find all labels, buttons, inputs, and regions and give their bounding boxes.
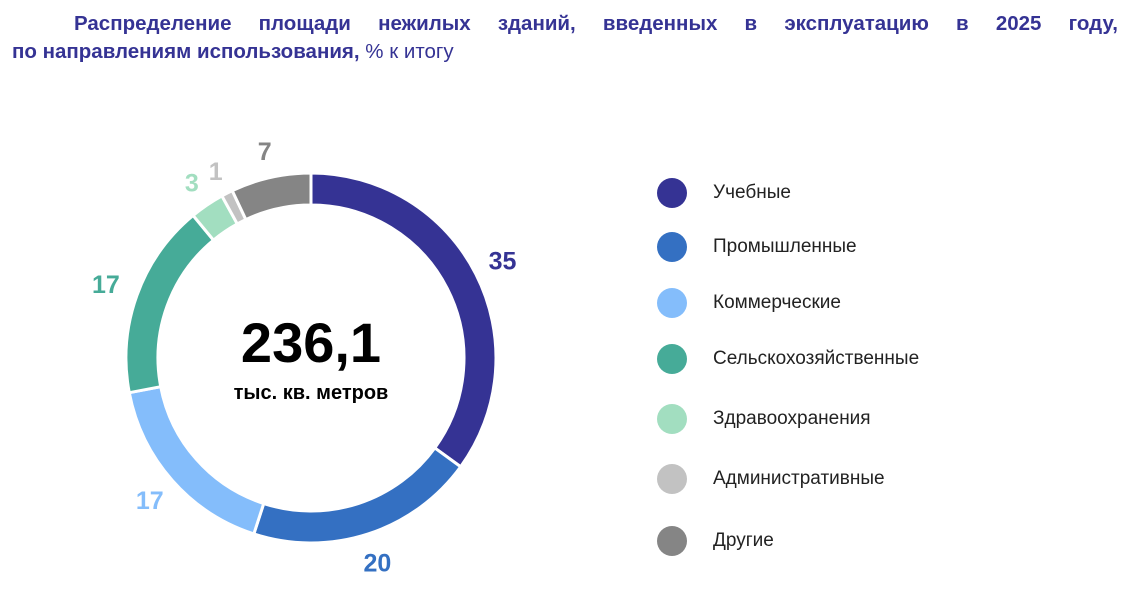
legend-label-5: Здравоохранения: [713, 408, 871, 429]
donut-value-label-6: 1: [209, 158, 223, 186]
legend-item-4: Сельскохозяйственные: [655, 342, 1095, 376]
donut-slice-2: [251, 445, 463, 545]
legend-swatch-2: [657, 232, 687, 262]
chart-title-line2: по направлениям использования, % к итогу: [12, 38, 1118, 66]
legend-label-4: Сельскохозяйственные: [713, 348, 920, 369]
legend-swatch-6: [657, 464, 687, 494]
legend-swatch-5: [657, 404, 687, 434]
chart-title-unit: % к итогу: [359, 40, 454, 63]
legend-item-6: Административные: [655, 462, 1095, 496]
donut-slices: [124, 171, 498, 545]
legend-label-7: Другие: [713, 530, 774, 551]
center-total-value: 236,1: [240, 311, 382, 374]
legend-item-3: Коммерческие: [655, 286, 1095, 320]
donut-value-label-3: 17: [136, 487, 164, 515]
chart-title: Распределение площади нежилых зданий, вв…: [12, 10, 1118, 66]
donut-value-label-5: 3: [185, 170, 199, 198]
donut-value-label-7: 7: [258, 138, 272, 166]
legend-item-2: Промышленные: [655, 230, 1095, 264]
legend-swatch-4: [657, 344, 687, 374]
legend-label-3: Коммерческие: [713, 292, 841, 313]
legend-swatch-3: [657, 288, 687, 318]
legend-swatch-1: [657, 178, 687, 208]
donut-value-label-1: 35: [489, 247, 517, 275]
legend-item-1: Учебные: [655, 176, 1095, 210]
chart-title-line2-bold: по направлениям использования,: [12, 40, 360, 63]
legend-item-7: Другие: [655, 524, 1095, 558]
donut-slice-7: [230, 171, 313, 222]
donut-value-label-2: 20: [364, 549, 392, 577]
legend-label-1: Учебные: [713, 182, 791, 203]
legend-item-5: Здравоохранения: [655, 402, 1095, 436]
legend-label-2: Промышленные: [713, 236, 857, 257]
donut-value-label-4: 17: [92, 271, 120, 299]
legend-swatch-7: [657, 526, 687, 556]
center-total-unit: тыс. кв. метров: [233, 382, 389, 404]
legend-label-6: Административные: [713, 468, 885, 489]
chart-title-line1: Распределение площади нежилых зданий, вв…: [74, 12, 1118, 35]
